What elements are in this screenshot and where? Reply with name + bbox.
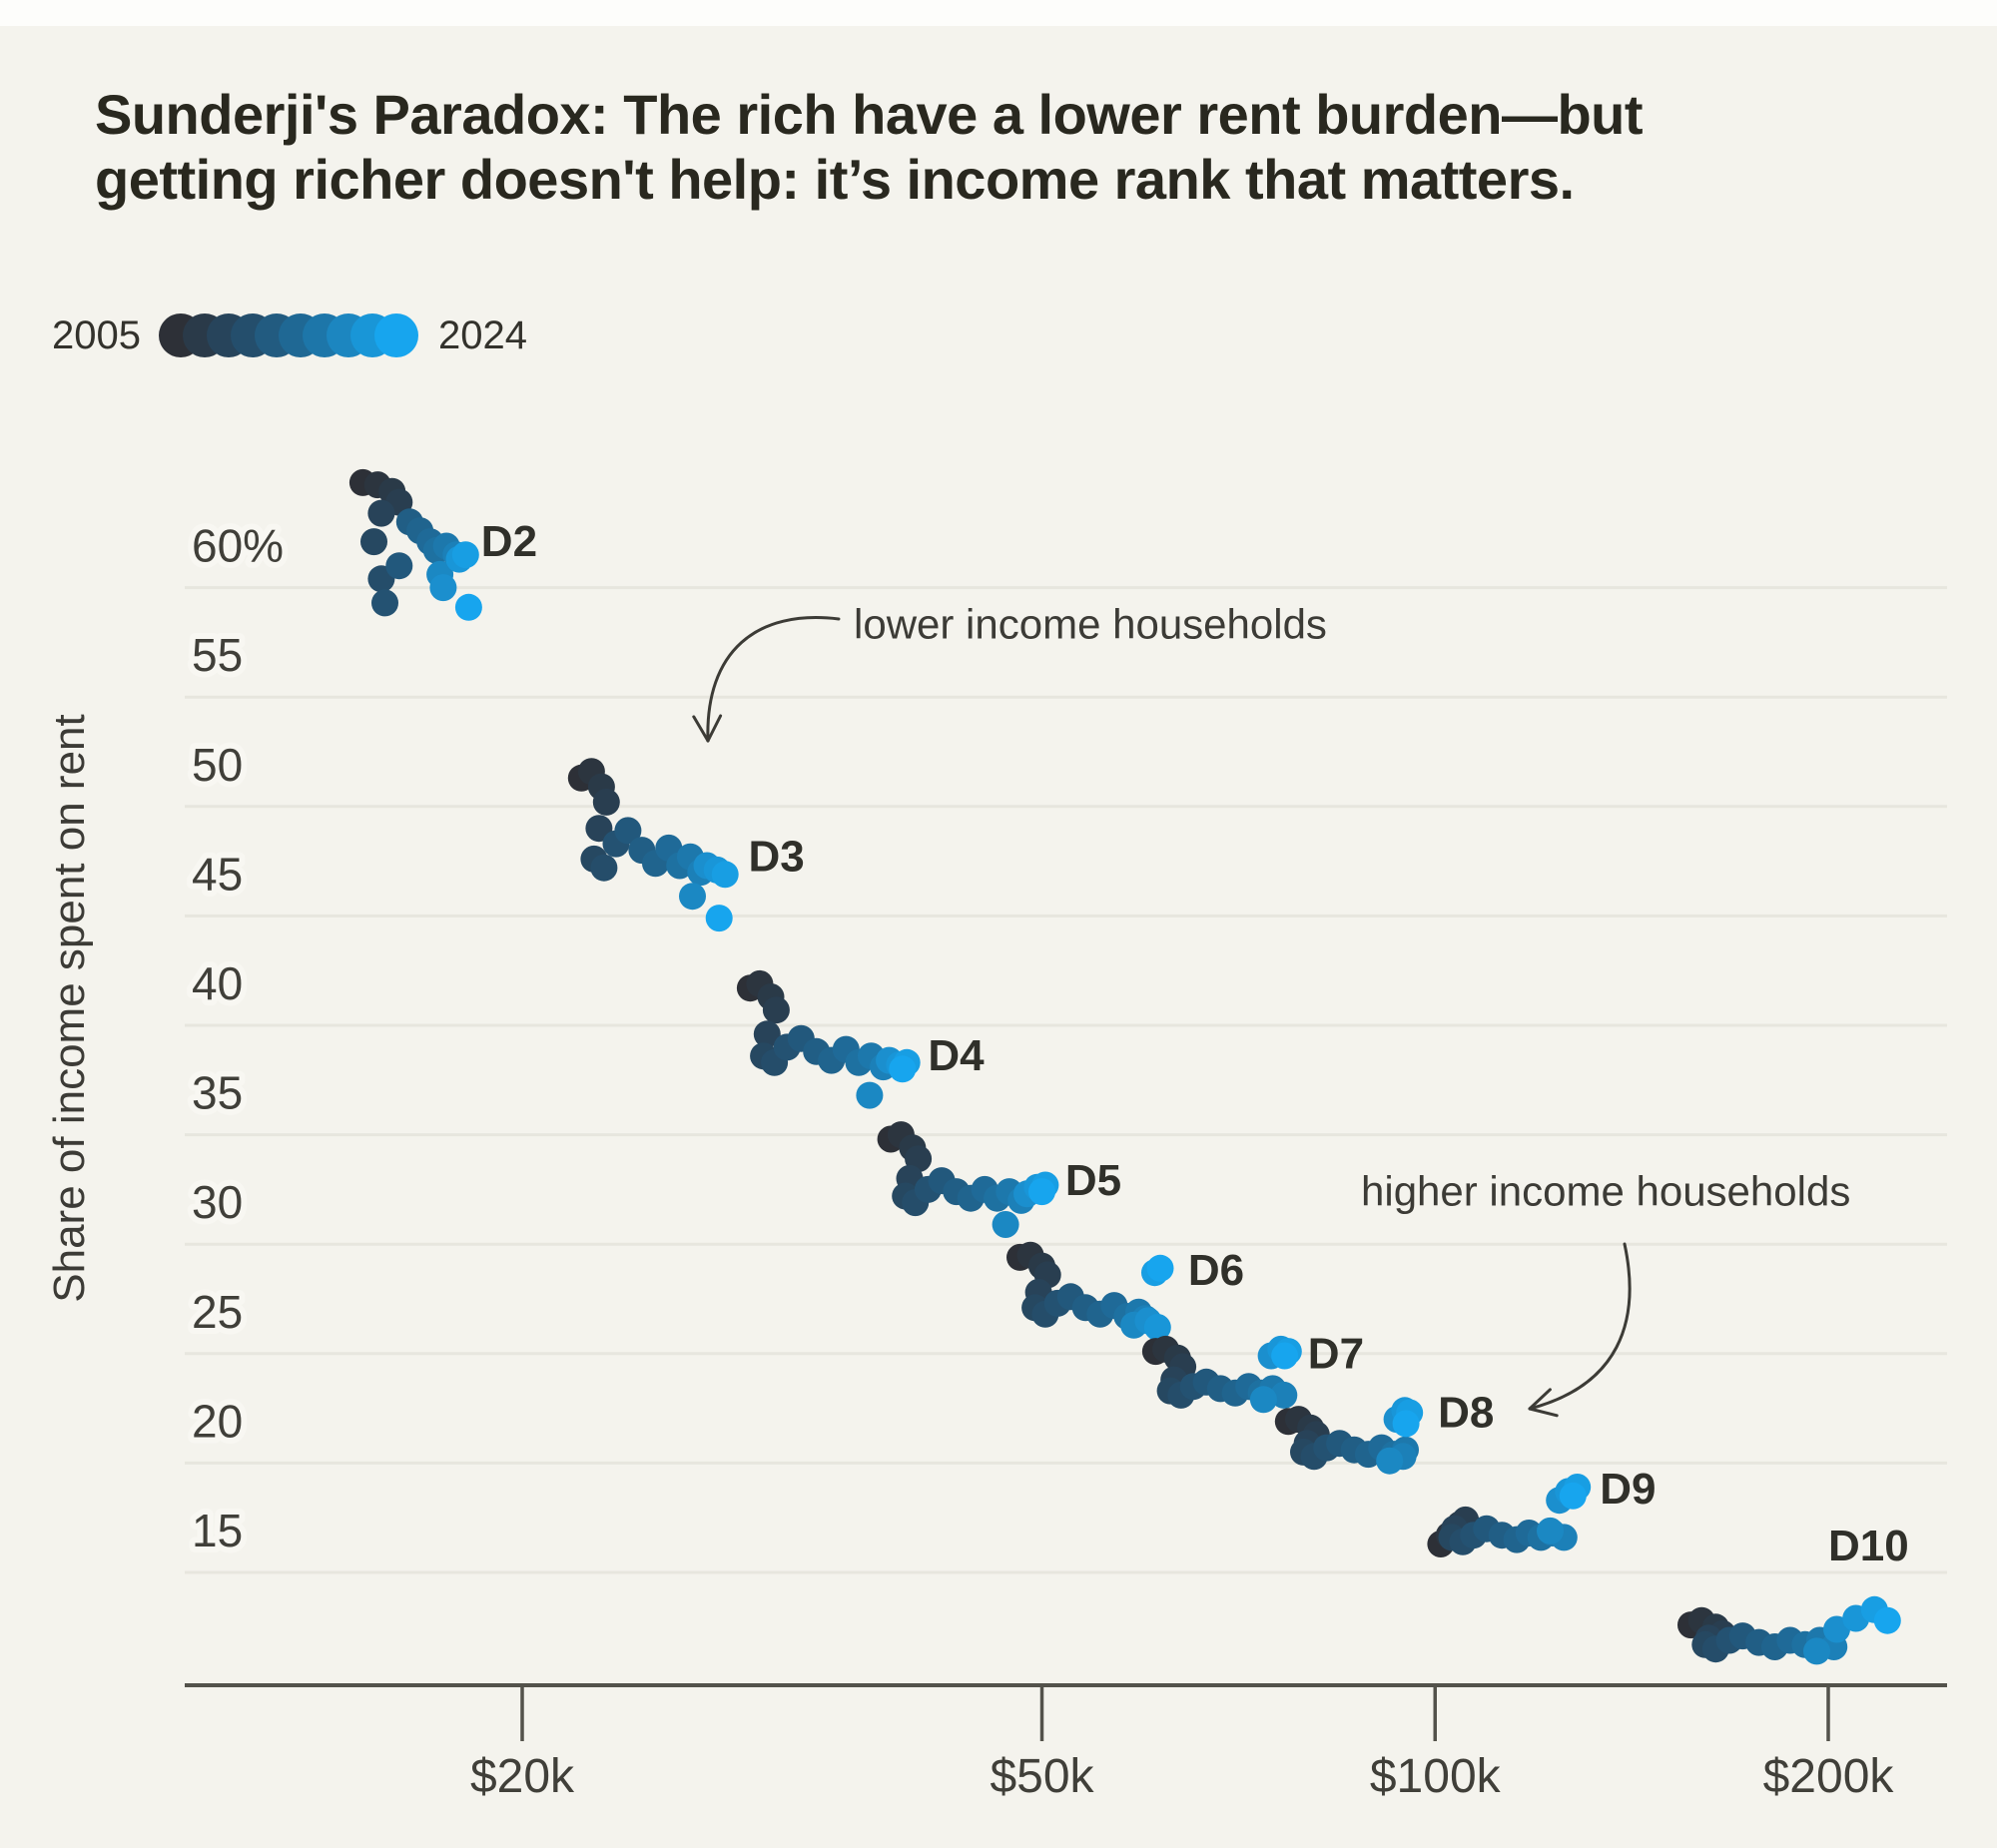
scatter-point-D2-2013 bbox=[385, 552, 413, 580]
annotation-arrowhead-1 bbox=[1528, 1407, 1559, 1418]
scatter-point-D2-2012 bbox=[371, 589, 398, 617]
scatter-point-D2-2009 bbox=[367, 499, 395, 527]
scatter-point-D9-2020 bbox=[1537, 1517, 1564, 1544]
scatter-point-D2-2024 bbox=[454, 593, 482, 621]
decile-label-D10: D10 bbox=[1828, 1522, 1909, 1570]
scatter-point-D5-2024 bbox=[1028, 1178, 1055, 1206]
y-axis-title: Share of income spent on rent bbox=[45, 714, 94, 1302]
x-tick-label: $20k bbox=[470, 1750, 575, 1803]
scatter-point-D3-2024 bbox=[705, 905, 733, 932]
scatter-point-D9-2024 bbox=[1559, 1482, 1587, 1510]
top-strip bbox=[0, 0, 1997, 26]
decile-label-D8: D8 bbox=[1438, 1389, 1494, 1438]
y-tick-label: 60% bbox=[192, 520, 284, 572]
scatter-point-D4-2024 bbox=[889, 1055, 917, 1083]
annotation-arrowhead-1 bbox=[1528, 1388, 1552, 1411]
scatter-point-D10-2020 bbox=[1803, 1637, 1830, 1665]
scatter-point-D10-2024 bbox=[1873, 1606, 1901, 1634]
x-tick-label: $50k bbox=[990, 1750, 1094, 1803]
annotation-arrow-0 bbox=[706, 616, 841, 743]
decile-label-D3: D3 bbox=[749, 833, 805, 882]
decile-label-D4: D4 bbox=[928, 1031, 985, 1080]
y-tick-label: 25 bbox=[192, 1286, 243, 1338]
scatter-point-D2-2010 bbox=[360, 528, 387, 556]
scatter-point-D2-2023 bbox=[451, 541, 479, 569]
x-tick-label: $100k bbox=[1370, 1750, 1502, 1803]
scatter-point-D8-2024 bbox=[1392, 1410, 1420, 1438]
annotation-arrowhead-0 bbox=[692, 715, 710, 743]
y-tick-label: 20 bbox=[192, 1395, 243, 1447]
y-tick-label: 15 bbox=[192, 1505, 243, 1556]
decile-label-D7: D7 bbox=[1308, 1329, 1364, 1378]
scatter-point-D7-2019 bbox=[1270, 1381, 1298, 1409]
scatter-point-D3-2023 bbox=[711, 861, 739, 889]
y-tick-label: 55 bbox=[192, 629, 243, 681]
legend-start-year: 2005 bbox=[52, 312, 141, 357]
scatter-point-D2-2021 bbox=[429, 574, 457, 602]
scatter-point-D4-2009 bbox=[753, 1020, 781, 1048]
scatter-point-D7-2024 bbox=[1271, 1342, 1299, 1370]
scatter-point-D6-2024 bbox=[1146, 1254, 1174, 1282]
decile-label-D9: D9 bbox=[1600, 1465, 1656, 1514]
decile-label-D6: D6 bbox=[1188, 1246, 1244, 1295]
scatter-point-D7-2020 bbox=[1249, 1386, 1277, 1414]
decile-label-D5: D5 bbox=[1065, 1156, 1121, 1205]
scatter-point-D3-2011 bbox=[590, 854, 618, 882]
scatter-point-D5-2020 bbox=[992, 1211, 1019, 1238]
legend-gradient-dots bbox=[158, 313, 418, 357]
y-tick-label: 45 bbox=[192, 848, 243, 900]
x-tick-label: $200k bbox=[1763, 1750, 1895, 1803]
y-tick-label: 50 bbox=[192, 739, 243, 791]
scatter-point-D4-2008 bbox=[762, 996, 790, 1024]
annotation-arrow-1 bbox=[1528, 1242, 1632, 1411]
annotation-text-1: higher income households bbox=[1361, 1168, 1850, 1215]
scatter-point-D4-2020 bbox=[856, 1081, 884, 1109]
scatter-point-D3-2020 bbox=[679, 883, 706, 911]
legend-dot bbox=[373, 313, 418, 357]
legend-end-year: 2024 bbox=[437, 312, 527, 357]
chart-title-line1: Sunderji's Paradox: The rich have a lowe… bbox=[95, 83, 1644, 146]
y-tick-label: 30 bbox=[192, 1176, 243, 1228]
decile-label-D2: D2 bbox=[481, 517, 537, 566]
year-legend: 2005 2024 bbox=[52, 308, 527, 363]
chart-title: Sunderji's Paradox: The rich have a lowe… bbox=[95, 82, 1912, 212]
y-tick-label: 35 bbox=[192, 1067, 243, 1119]
scatter-point-D8-2020 bbox=[1376, 1447, 1404, 1475]
scatter-point-D6-2022 bbox=[1143, 1314, 1171, 1341]
scatter-point-D3-2013 bbox=[614, 817, 642, 845]
annotation-arrowhead-0 bbox=[706, 714, 723, 743]
chart-title-line2: getting richer doesn't help: it’s income… bbox=[95, 148, 1575, 211]
scatter-point-D3-2008 bbox=[592, 788, 620, 816]
annotation-text-0: lower income households bbox=[854, 601, 1327, 648]
y-tick-label: 40 bbox=[192, 957, 243, 1009]
